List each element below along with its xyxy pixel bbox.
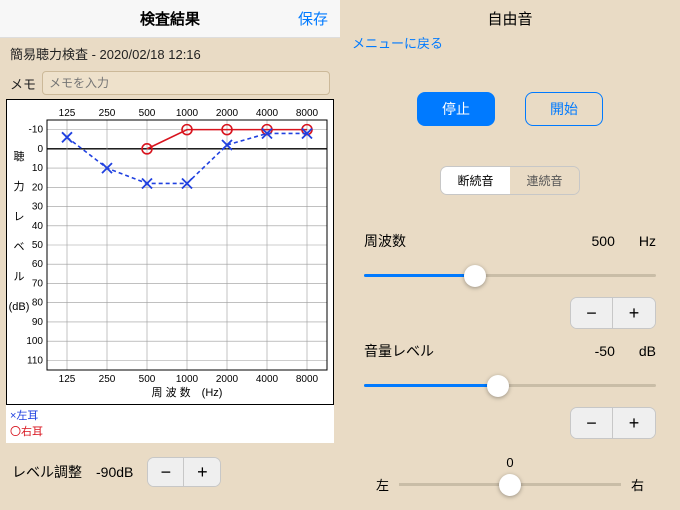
- volume-slider[interactable]: [364, 371, 656, 401]
- svg-text:250: 250: [99, 374, 116, 385]
- svg-text:70: 70: [32, 278, 44, 289]
- test-subtitle: 簡易聴力検査 - 2020/02/18 12:16: [0, 38, 340, 69]
- svg-text:4000: 4000: [256, 108, 279, 119]
- level-stepper: − +: [147, 457, 221, 487]
- memo-row: メモ: [0, 69, 340, 99]
- frequency-label: 周波数: [364, 231, 406, 251]
- svg-text:2000: 2000: [216, 108, 239, 119]
- frequency-unit: Hz: [639, 233, 656, 249]
- svg-text:1000: 1000: [176, 374, 199, 385]
- frequency-plus-button[interactable]: +: [613, 298, 655, 328]
- frequency-stepper: − +: [570, 297, 656, 329]
- svg-text:(dB): (dB): [9, 301, 29, 313]
- level-adjust-value: -90dB: [96, 464, 133, 480]
- svg-text:90: 90: [32, 317, 44, 328]
- balance-left-label: 左: [376, 475, 389, 494]
- level-adjust-row: レベル調整 -90dB − +: [0, 443, 340, 501]
- stop-button[interactable]: 停止: [417, 92, 495, 126]
- frequency-value: 500: [592, 233, 615, 249]
- chart-legend: ×左耳 〇右耳: [6, 405, 334, 443]
- volume-unit: dB: [639, 343, 656, 359]
- volume-value: -50: [595, 343, 615, 359]
- svg-text:20: 20: [32, 182, 44, 193]
- svg-text:110: 110: [27, 355, 43, 366]
- volume-minus-button[interactable]: −: [571, 408, 613, 438]
- memo-input[interactable]: [42, 71, 330, 95]
- header-title: 検査結果: [140, 8, 200, 29]
- legend-left-ear: ×左耳: [10, 407, 38, 423]
- volume-plus-button[interactable]: +: [613, 408, 655, 438]
- svg-text:500: 500: [139, 108, 156, 119]
- svg-text:力: 力: [14, 180, 25, 193]
- svg-text:-10: -10: [29, 125, 44, 136]
- free-sound-title: 自由音: [340, 0, 680, 33]
- svg-text:ル: ル: [14, 271, 25, 283]
- svg-text:2000: 2000: [216, 374, 239, 385]
- svg-text:聴: 聴: [14, 150, 25, 163]
- memo-label: メモ: [10, 74, 36, 93]
- svg-text:30: 30: [32, 202, 44, 213]
- svg-text:0: 0: [37, 144, 43, 155]
- svg-text:ベ: ベ: [14, 241, 25, 253]
- svg-text:60: 60: [32, 259, 44, 270]
- svg-text:40: 40: [32, 221, 44, 232]
- volume-stepper: − +: [570, 407, 656, 439]
- frequency-slider[interactable]: [364, 261, 656, 291]
- svg-text:1000: 1000: [176, 108, 199, 119]
- level-adjust-label: レベル調整: [12, 462, 82, 482]
- seg-continuous[interactable]: 連続音: [510, 167, 579, 194]
- svg-text:レ: レ: [14, 211, 25, 223]
- svg-text:100: 100: [26, 336, 43, 347]
- svg-text:250: 250: [99, 108, 116, 119]
- level-minus-button[interactable]: −: [148, 458, 184, 486]
- seg-intermittent[interactable]: 断続音: [441, 167, 510, 194]
- legend-right-ear: 〇右耳: [10, 423, 43, 439]
- frequency-param: 周波数 500 Hz − +: [340, 231, 680, 329]
- balance-right-label: 右: [631, 475, 644, 494]
- play-controls: 停止 開始: [340, 92, 680, 126]
- svg-text:4000: 4000: [256, 374, 279, 385]
- results-header: 検査結果 保存: [0, 0, 340, 38]
- save-button[interactable]: 保存: [298, 8, 328, 29]
- frequency-thumb[interactable]: [464, 265, 486, 287]
- svg-text:50: 50: [32, 240, 44, 251]
- svg-text:8000: 8000: [296, 108, 319, 119]
- balance-value: 0: [376, 455, 644, 470]
- volume-label: 音量レベル: [364, 341, 434, 361]
- free-sound-panel: 自由音 メニューに戻る 停止 開始 断続音 連続音 周波数 500 Hz − +: [340, 0, 680, 510]
- back-to-menu-link[interactable]: メニューに戻る: [340, 33, 680, 62]
- svg-text:周 波 数 (Hz): 周 波 数 (Hz): [152, 386, 223, 399]
- svg-text:10: 10: [32, 163, 44, 174]
- svg-text:500: 500: [139, 374, 156, 385]
- balance-control: 0 左 右: [340, 455, 680, 496]
- volume-param: 音量レベル -50 dB − +: [340, 341, 680, 439]
- balance-thumb[interactable]: [499, 474, 521, 496]
- start-button[interactable]: 開始: [525, 92, 603, 126]
- frequency-minus-button[interactable]: −: [571, 298, 613, 328]
- results-panel: 検査結果 保存 簡易聴力検査 - 2020/02/18 12:16 メモ -10…: [0, 0, 340, 510]
- svg-text:125: 125: [59, 374, 76, 385]
- svg-text:125: 125: [59, 108, 76, 119]
- balance-slider[interactable]: [399, 472, 621, 496]
- sound-mode-segmented[interactable]: 断続音 連続音: [440, 166, 580, 195]
- volume-thumb[interactable]: [487, 375, 509, 397]
- svg-text:80: 80: [32, 298, 44, 309]
- audiogram-svg: -10 0 10 20 30 40 50 60 70 80 90 100 110 125 125 250 250…: [9, 102, 333, 402]
- level-plus-button[interactable]: +: [184, 458, 220, 486]
- audiogram-chart: -10 0 10 20 30 40 50 60 70 80 90 100 110 125 125 250 250…: [6, 99, 334, 405]
- svg-text:8000: 8000: [296, 374, 319, 385]
